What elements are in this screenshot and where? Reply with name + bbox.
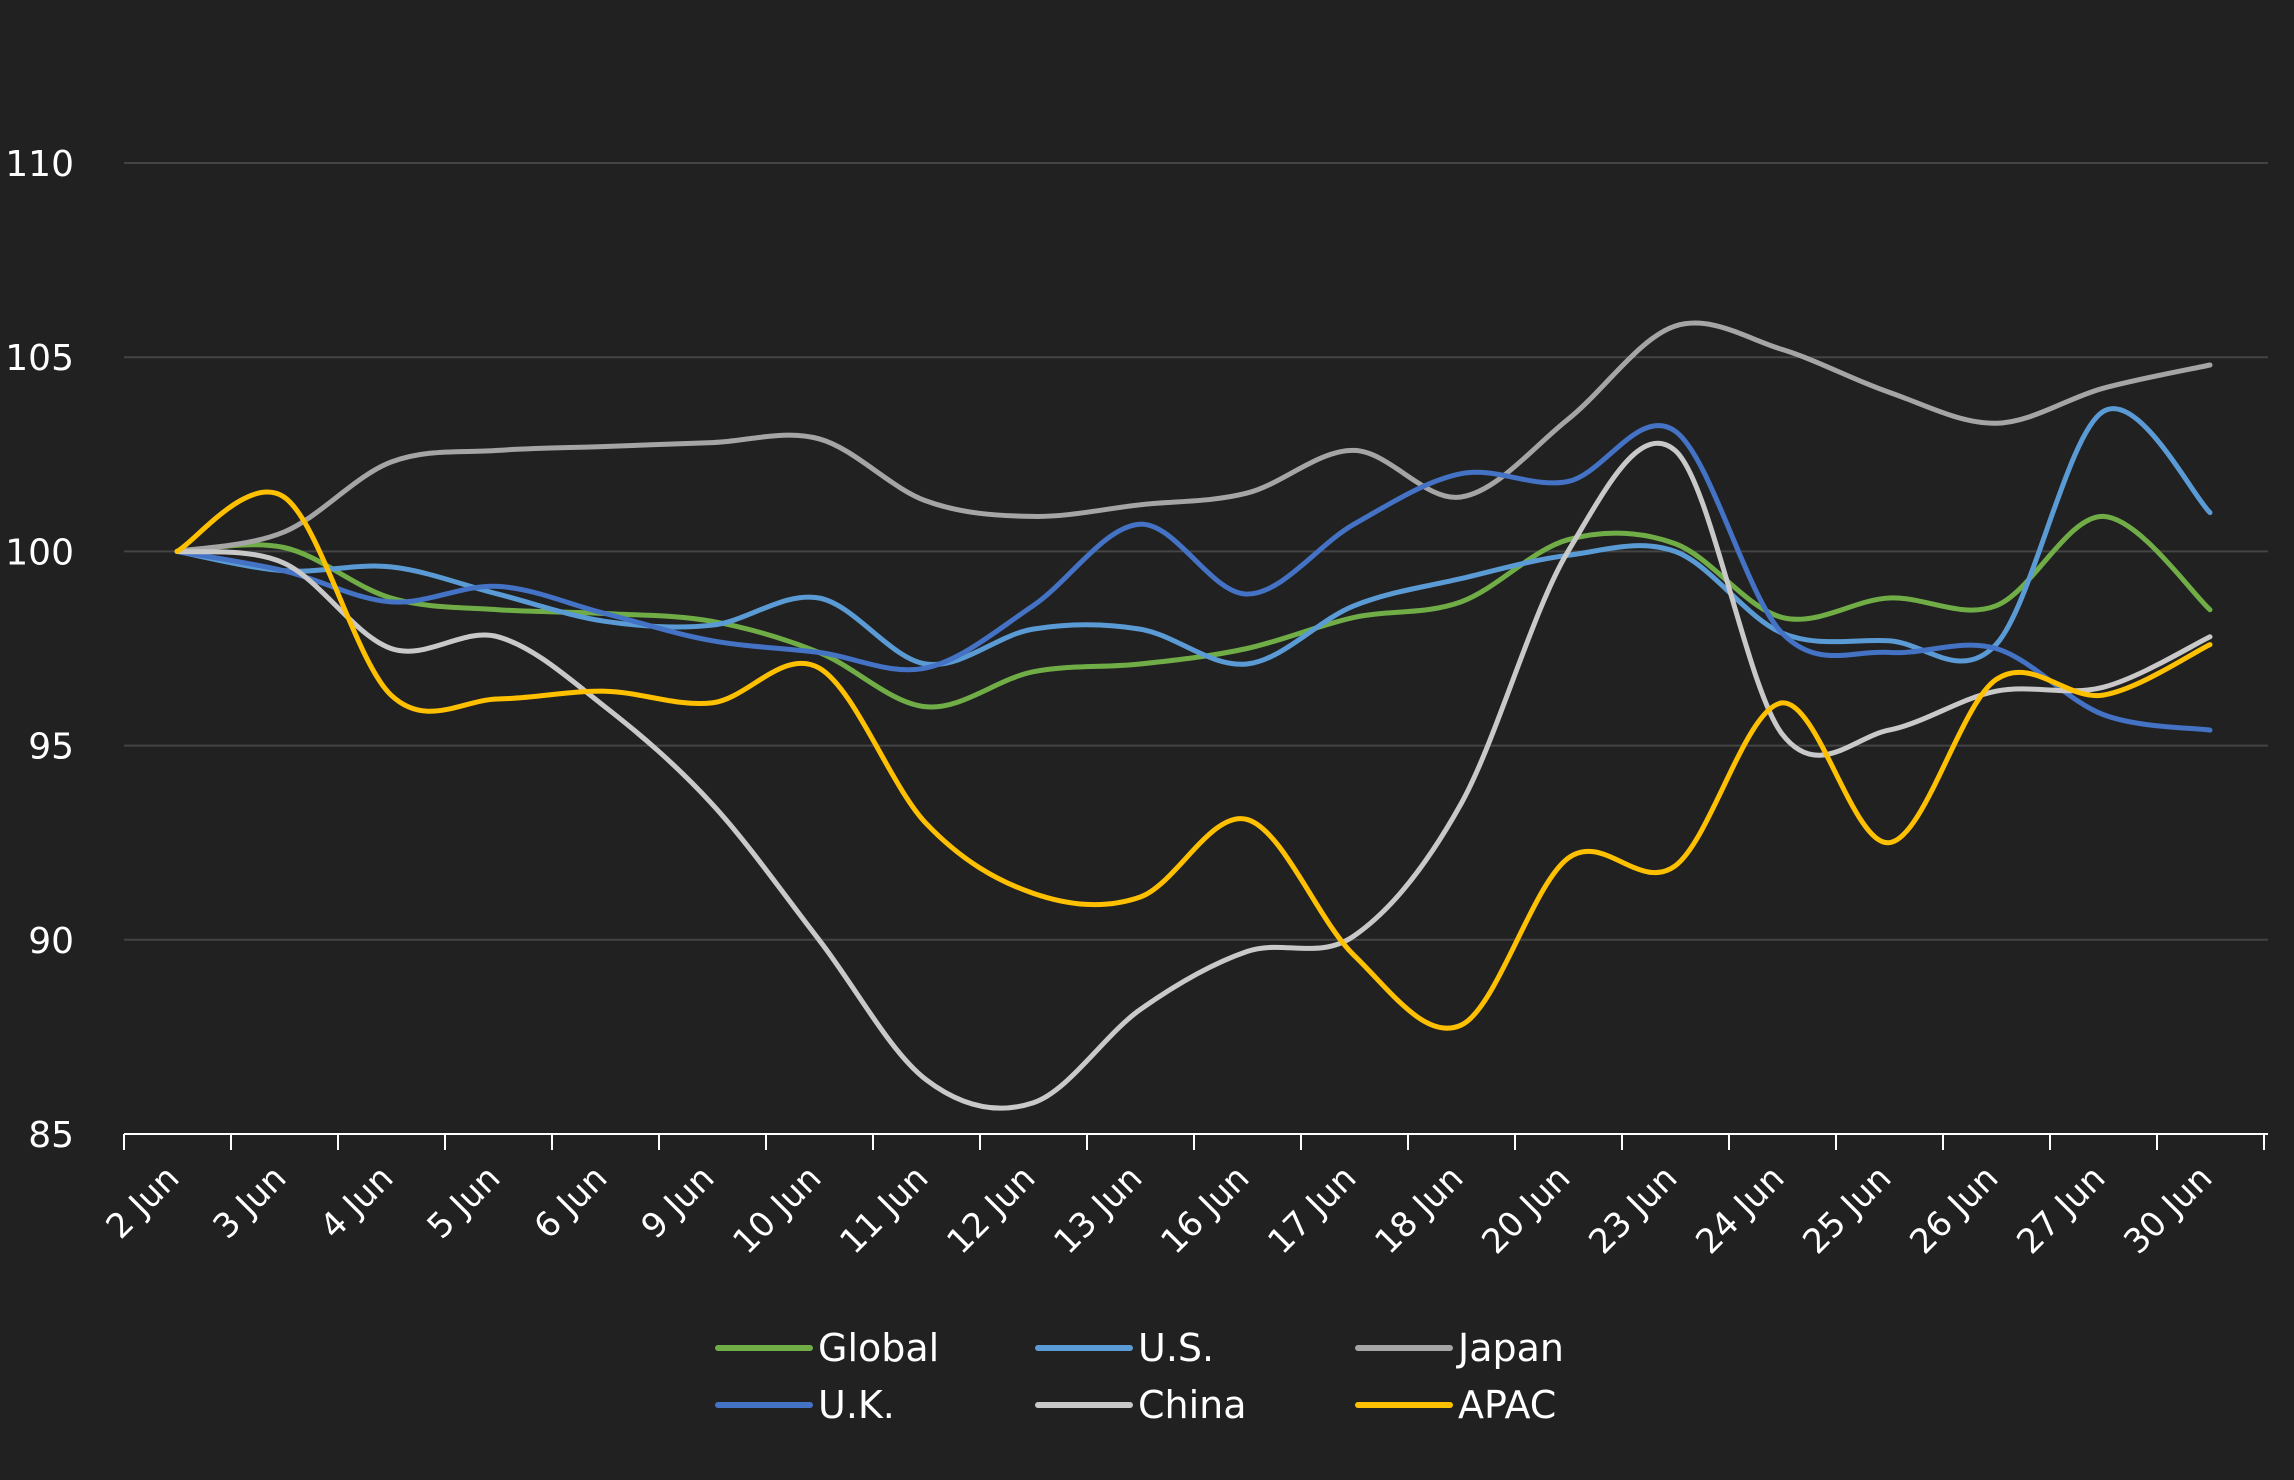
series-line-apac [174, 489, 2213, 1031]
x-tick-label: 13 Jun [1046, 1158, 1150, 1262]
series-line-global [174, 513, 2213, 710]
x-tick-label: 4 Jun [313, 1158, 402, 1247]
x-tick-label: 2 Jun [99, 1158, 188, 1247]
legend: Global U.S. Japan U.K. China APAC [715, 1326, 1564, 1427]
x-tick-label: 5 Jun [420, 1158, 509, 1247]
series-line-u-k [174, 422, 2213, 733]
x-tick-label: 10 Jun [725, 1158, 829, 1262]
y-tick-label: 105 [5, 338, 74, 379]
series-line-japan [174, 320, 2213, 554]
x-tick-label: 3 Jun [206, 1158, 295, 1247]
series-line-china [174, 440, 2213, 1111]
legend-label-apac: APAC [1458, 1383, 1556, 1427]
x-tick-label: 11 Jun [832, 1158, 936, 1262]
y-axis-tick-labels: 85 90 95 100 105 110 [5, 144, 74, 1156]
x-tick-label: 30 Jun [2116, 1158, 2220, 1262]
legend-label-u-k: U.K. [818, 1383, 895, 1427]
x-tick-label: 24 Jun [1688, 1158, 1792, 1262]
series-line-u-s [174, 406, 2213, 668]
y-tick-label: 95 [28, 727, 74, 768]
legend-label-global: Global [818, 1326, 939, 1370]
x-tick-label: 18 Jun [1367, 1158, 1471, 1262]
gridlines [124, 162, 2268, 941]
x-tick-label: 27 Jun [2009, 1158, 2113, 1262]
x-tick-label: 23 Jun [1581, 1158, 1685, 1262]
series-lines [174, 320, 2213, 1111]
y-tick-label: 85 [28, 1115, 74, 1156]
x-tick-label: 16 Jun [1153, 1158, 1257, 1262]
x-tick-label: 20 Jun [1474, 1158, 1578, 1262]
x-tick-label: 12 Jun [939, 1158, 1043, 1262]
x-tick-label: 17 Jun [1260, 1158, 1364, 1262]
x-tick-label: 26 Jun [1902, 1158, 2006, 1262]
x-tick-label: 25 Jun [1795, 1158, 1899, 1262]
legend-label-u-s: U.S. [1138, 1326, 1214, 1370]
legend-label-japan: Japan [1456, 1326, 1564, 1370]
y-tick-label: 110 [5, 144, 74, 185]
legend-label-china: China [1138, 1383, 1247, 1427]
y-tick-label: 100 [5, 532, 74, 573]
x-tick-label: 9 Jun [634, 1158, 723, 1247]
y-tick-label: 90 [28, 921, 74, 962]
x-axis-ticks: 2 Jun 3 Jun 4 Jun 5 Jun 6 Jun 9 Jun 10 Jun 11 J… [99, 1134, 2265, 1262]
x-tick-label: 6 Jun [527, 1158, 616, 1247]
